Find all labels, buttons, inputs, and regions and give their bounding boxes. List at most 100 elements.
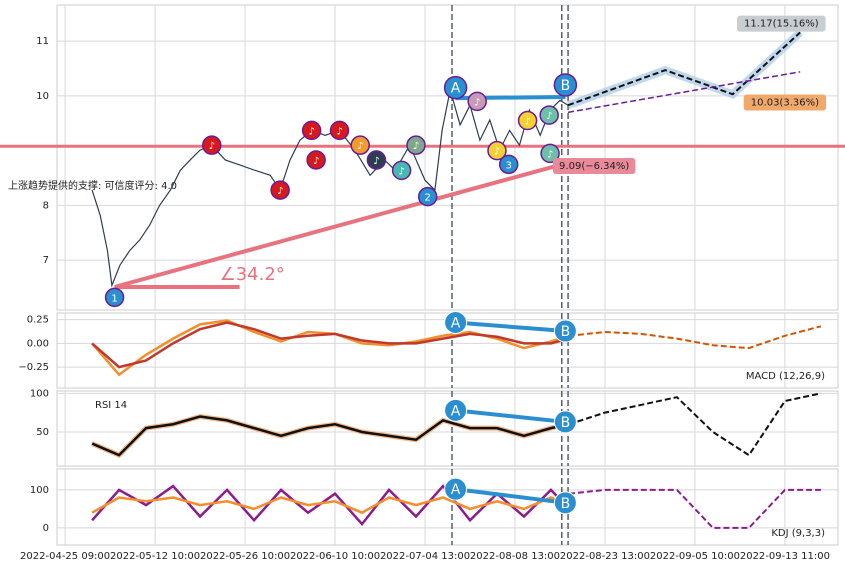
y-tick-label: 0.25 bbox=[27, 315, 49, 326]
ab-label: A bbox=[451, 315, 461, 331]
annotation: 9.09(−6.34%) bbox=[559, 161, 629, 172]
marker-label: ♪ bbox=[547, 149, 553, 160]
ab-marker bbox=[444, 477, 468, 501]
marker bbox=[301, 120, 322, 141]
series-line bbox=[91, 415, 570, 457]
y-tick-label: 10 bbox=[36, 91, 49, 102]
marker-label: ♪ bbox=[413, 141, 419, 152]
marker bbox=[350, 135, 370, 155]
y-tick-label: 50 bbox=[36, 427, 49, 438]
marker-label: ♪ bbox=[546, 111, 552, 122]
panel bbox=[56, 468, 839, 546]
y-tick-label: 7 bbox=[43, 255, 49, 266]
marker-label: A bbox=[451, 81, 461, 97]
ab-label: A bbox=[451, 403, 461, 419]
x-tick-label: 2022-07-04 13:00 bbox=[380, 551, 470, 562]
marker-label: ♪ bbox=[277, 186, 283, 197]
y-tick-label: −0.25 bbox=[18, 362, 49, 373]
ab-marker bbox=[553, 491, 577, 515]
marker bbox=[540, 143, 560, 164]
marker bbox=[539, 105, 559, 125]
marker bbox=[202, 135, 222, 155]
series-line bbox=[91, 321, 570, 369]
ab-label: A bbox=[451, 482, 461, 498]
ab-marker bbox=[444, 310, 468, 334]
panel-label: KDJ (9,3,3) bbox=[771, 528, 825, 539]
ab-label: B bbox=[561, 324, 571, 340]
y-tick-label: 100 bbox=[30, 485, 49, 496]
marker bbox=[329, 120, 350, 141]
marker bbox=[104, 287, 125, 308]
support-text: 上涨趋势提供的支撑: 可信度评分: 4.0 bbox=[8, 179, 177, 192]
marker-label: ♪ bbox=[494, 147, 500, 158]
annotation: 10.03(3.36%) bbox=[751, 97, 819, 108]
marker-label: ♪ bbox=[357, 141, 363, 152]
marker-label: 1 bbox=[111, 293, 117, 304]
marker-label: B bbox=[561, 78, 571, 94]
marker bbox=[366, 150, 387, 170]
marker bbox=[443, 75, 468, 100]
ab-label: B bbox=[561, 496, 571, 512]
x-tick-label: 2022-08-08 13:00 bbox=[470, 551, 560, 562]
angle-label: ∠34.2° bbox=[220, 264, 285, 285]
marker bbox=[391, 160, 412, 181]
panel-label: MACD (12,26,9) bbox=[746, 371, 825, 382]
series-line bbox=[91, 484, 570, 527]
marker-label: ♪ bbox=[209, 141, 215, 152]
ab-marker bbox=[444, 398, 468, 422]
x-tick-label: 2022-04-25 09:00 bbox=[20, 551, 110, 562]
annotation-box bbox=[737, 15, 826, 32]
marker bbox=[487, 140, 507, 161]
x-tick-label: 2022-09-13 11:00 bbox=[740, 551, 830, 562]
purple-line bbox=[567, 71, 801, 114]
panel bbox=[56, 312, 839, 389]
marker bbox=[498, 154, 519, 175]
y-tick-label: 0 bbox=[43, 523, 49, 534]
marker-label: 3 bbox=[505, 160, 511, 171]
marker-label: ♪ bbox=[373, 156, 379, 167]
annotation: 11.17(15.16%) bbox=[744, 19, 819, 30]
marker-label: ♪ bbox=[308, 126, 314, 137]
marker-label: ♪ bbox=[474, 97, 480, 108]
marker bbox=[467, 91, 487, 112]
series-line bbox=[91, 89, 569, 288]
marker-label: 2 bbox=[425, 193, 431, 204]
rsi-halo bbox=[91, 413, 570, 459]
y-tick-label: 100 bbox=[30, 388, 49, 399]
annotation-box bbox=[552, 157, 636, 174]
trend-line bbox=[114, 162, 561, 289]
marker bbox=[270, 180, 290, 200]
x-tick-label: 2022-05-26 10:00 bbox=[200, 551, 290, 562]
marker-label: ♪ bbox=[524, 117, 530, 128]
ab-marker bbox=[553, 319, 577, 343]
marker-label: ♪ bbox=[336, 126, 342, 137]
x-tick-label: 2022-08-23 13:00 bbox=[560, 551, 650, 562]
projection-line bbox=[568, 325, 822, 350]
panel bbox=[56, 390, 839, 467]
ab-line bbox=[455, 320, 566, 334]
projection-line bbox=[567, 31, 801, 107]
projection-band bbox=[566, 29, 803, 109]
x-tick-label: 2022-06-10 10:00 bbox=[290, 551, 380, 562]
series-line bbox=[91, 496, 570, 515]
ab-marker bbox=[553, 410, 577, 434]
annotation-box bbox=[743, 94, 827, 111]
ab-line bbox=[455, 408, 566, 424]
x-tick-label: 2022-09-05 10:00 bbox=[650, 551, 740, 562]
y-tick-label: 0.00 bbox=[27, 338, 49, 349]
marker bbox=[406, 135, 426, 155]
ab-label: B bbox=[561, 415, 571, 431]
ab-line bbox=[455, 487, 566, 505]
marker bbox=[553, 73, 578, 97]
marker bbox=[417, 186, 438, 207]
projection-line bbox=[568, 392, 822, 457]
series-line bbox=[91, 319, 570, 377]
panel-label: RSI 14 bbox=[95, 400, 127, 411]
marker-label: ♪ bbox=[398, 166, 404, 177]
y-tick-label: 11 bbox=[36, 36, 49, 47]
x-tick-label: 2022-05-12 10:00 bbox=[110, 551, 200, 562]
marker-label: ♪ bbox=[313, 156, 319, 167]
marker bbox=[306, 150, 326, 170]
y-tick-label: 8 bbox=[43, 200, 49, 211]
